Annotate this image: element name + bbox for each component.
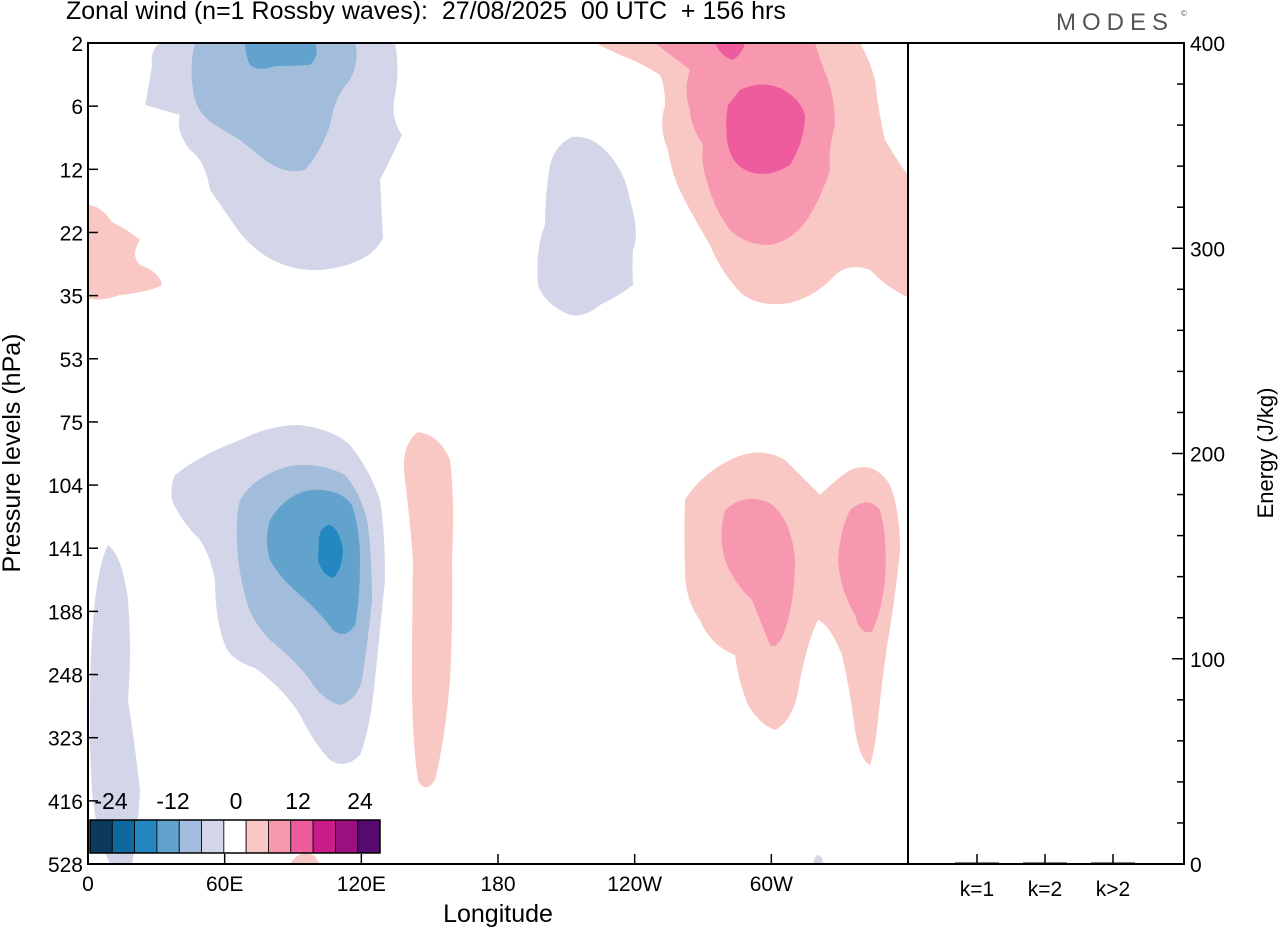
y-axis-pressure: 2 6 12 22 35 53 75 104 141 188 248 323 416 528: [48, 33, 98, 877]
colorbar-label: -12: [156, 788, 189, 814]
x-tick-label: 180: [480, 873, 515, 896]
x-tick-label: 60W: [750, 873, 793, 896]
colorbar-swatch: [357, 819, 381, 854]
colorbar-label: 0: [230, 788, 243, 814]
x-tick-label: 0: [82, 873, 94, 896]
colorbar-swatch: [268, 819, 292, 854]
y-tick-label: 528: [48, 854, 83, 877]
contour-pos-upper-right-dark: [726, 84, 805, 174]
colorbar-swatch: [223, 819, 247, 854]
contour-field: [88, 43, 908, 864]
y-tick-label: 53: [60, 349, 83, 372]
x-axis-longitude: 0 60E 120E 180 120W 60W: [82, 854, 793, 896]
colorbar-frame: [89, 819, 381, 854]
y-axis-label: Pressure levels (hPa): [0, 334, 26, 573]
chart-title: Zonal wind (n=1 Rossby waves): 27/08/202…: [66, 0, 786, 25]
x-axis-label: Longitude: [443, 900, 553, 928]
y-tick-label: 323: [48, 728, 83, 751]
contour-pos-lower-right-mid-a: [721, 498, 795, 646]
brand-copyright-mark: ©: [1181, 9, 1187, 18]
energy-bars: k=1 k=2 k>2: [955, 854, 1135, 901]
contour-neg-upper-dark: [245, 43, 317, 69]
energy-axis: 0 100 200 300 400: [1172, 33, 1225, 877]
y-tick-label: 35: [60, 286, 83, 309]
contour-neg-upper-mid: [191, 43, 357, 172]
y-tick-label: 2: [71, 33, 83, 56]
x-tick-label: 120W: [607, 873, 662, 896]
colorbar-swatch: [134, 819, 158, 854]
energy-tick-label: 300: [1190, 238, 1225, 261]
colorbar-label: 24: [347, 788, 373, 814]
colorbar-label: -24: [94, 788, 127, 814]
energy-category-label: k=2: [1028, 878, 1062, 901]
y-tick-label: 6: [71, 96, 83, 119]
colorbar: -24 -12 0 12 24: [89, 788, 381, 854]
contour-pos-upper-right-top: [715, 43, 745, 60]
energy-tick-label: 0: [1190, 854, 1202, 877]
y-tick-label: 12: [60, 159, 83, 182]
energy-axis-label: Energy (J/kg): [1253, 388, 1278, 519]
brand-logo: MODES: [1056, 9, 1175, 36]
colorbar-swatch: [111, 819, 136, 854]
colorbar-swatch: [89, 819, 113, 854]
colorbar-swatch: [334, 819, 359, 854]
contour-pos-sliver-150e: [403, 432, 454, 788]
colorbar-swatch: [201, 819, 225, 854]
colorbar-swatch: [312, 819, 336, 854]
x-tick-label: 120E: [337, 873, 386, 896]
energy-tick-label: 200: [1190, 444, 1225, 467]
y-tick-label: 416: [48, 791, 83, 814]
colorbar-swatch: [178, 819, 202, 854]
colorbar-swatch: [290, 819, 314, 854]
energy-tick-label: 400: [1190, 33, 1225, 56]
contour-pos-bottom-small: [290, 853, 320, 864]
contour-neg-central: [537, 136, 636, 316]
contour-pos-upper-left: [88, 205, 162, 300]
contour-neg-left-strip: [89, 545, 140, 864]
colorbar-swatch: [245, 819, 269, 854]
colorbar-swatch: [156, 819, 180, 854]
y-tick-label: 188: [48, 601, 83, 624]
x-tick-label: 60E: [206, 873, 243, 896]
energy-tick-label: 100: [1190, 649, 1225, 672]
y-tick-label: 141: [48, 538, 83, 561]
contour-neg-bottom-small: [813, 855, 823, 864]
y-tick-label: 248: [48, 665, 83, 688]
energy-category-label: k>2: [1096, 878, 1130, 901]
contour-pos-lower-right-mid-b: [838, 502, 886, 633]
y-tick-label: 104: [48, 475, 83, 498]
energy-plot-frame: [907, 42, 1185, 865]
y-tick-label: 75: [60, 412, 83, 435]
contour-neg-lower-dark: [267, 489, 360, 634]
y-tick-label: 22: [60, 222, 83, 245]
colorbar-label: 12: [285, 788, 311, 814]
contour-neg-lower-core: [318, 525, 343, 578]
energy-category-label: k=1: [960, 878, 994, 901]
